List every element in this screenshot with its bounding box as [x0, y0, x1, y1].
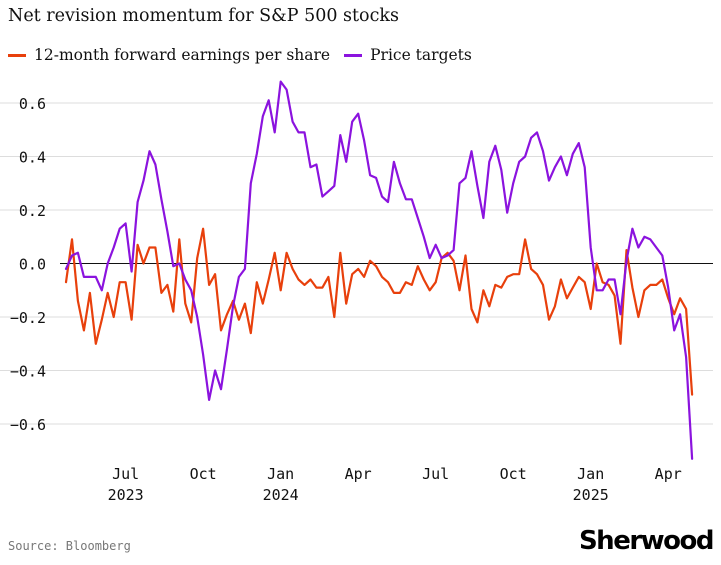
legend-label-price-targets: Price targets	[370, 46, 472, 64]
x-tick-label: Jul	[422, 465, 449, 483]
legend-swatch-eps	[8, 53, 26, 57]
brand-logo: Sherwood	[578, 526, 715, 556]
chart-title: Net revision momentum for S&P 500 stocks	[8, 6, 399, 26]
x-tick-label: Apr	[345, 465, 372, 483]
x-tick-label: Jan	[577, 465, 604, 483]
x-tick-year-label: 2023	[108, 486, 144, 504]
x-tick-year-label: 2025	[573, 486, 609, 504]
y-tick-label: −0.4	[10, 363, 46, 381]
x-tick-label: Oct	[500, 465, 527, 483]
y-tick-label: −0.2	[10, 309, 46, 327]
series-line-eps	[64, 227, 694, 396]
y-tick-label: 0.2	[19, 202, 46, 220]
y-tick-label: 0.0	[19, 256, 46, 274]
y-tick-label: −0.6	[10, 416, 46, 434]
chart-legend: 12-month forward earnings per share Pric…	[8, 44, 486, 66]
y-tick-label: 0.4	[19, 149, 46, 167]
y-tick-label: 0.6	[19, 95, 46, 113]
series-line-price-targets	[64, 80, 694, 460]
x-tick-label: Jan	[267, 465, 294, 483]
legend-label-eps: 12-month forward earnings per share	[34, 46, 331, 64]
x-tick-year-label: 2024	[263, 486, 299, 504]
x-tick-label: Apr	[655, 465, 682, 483]
x-tick-label: Oct	[190, 465, 217, 483]
source-note: Source: Bloomberg	[8, 539, 131, 553]
x-tick-label: Jul	[112, 465, 139, 483]
legend-item-price-targets: Price targets	[344, 46, 472, 64]
legend-swatch-price-targets	[344, 53, 363, 57]
legend-item-eps: 12-month forward earnings per share	[8, 46, 330, 64]
